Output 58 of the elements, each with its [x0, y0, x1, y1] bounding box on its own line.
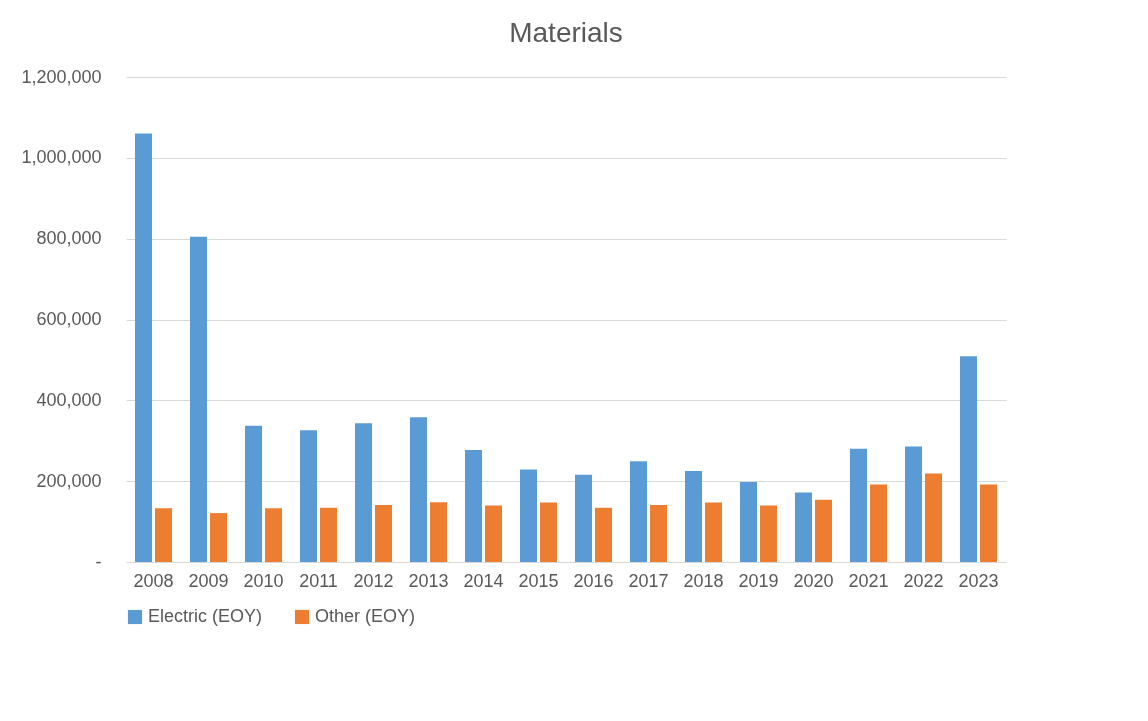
bar	[760, 505, 777, 562]
x-tick-label: 2013	[408, 570, 449, 591]
x-tick-label: 2021	[848, 570, 889, 591]
bar	[320, 507, 337, 562]
y-tick-label: 1,200,000	[21, 66, 102, 87]
bar	[355, 423, 372, 562]
bar	[630, 461, 647, 562]
legend-label: Electric (EOY)	[148, 606, 263, 626]
bar	[980, 484, 997, 562]
bar	[850, 448, 867, 562]
x-tick-label: 2011	[299, 570, 338, 591]
x-tick-label: 2016	[573, 570, 614, 591]
bar	[190, 236, 207, 562]
y-tick-label: 1,000,000	[21, 147, 102, 168]
x-tick-label: 2010	[243, 570, 284, 591]
x-tick-label: 2019	[738, 570, 779, 591]
bar	[155, 508, 172, 562]
chart-title: Materials	[509, 17, 623, 48]
bar	[245, 425, 262, 562]
x-tick-label: 2020	[793, 570, 834, 591]
bar	[925, 473, 942, 562]
x-tick-label: 2014	[463, 570, 504, 591]
y-tick-label: -	[95, 551, 102, 572]
x-tick-label: 2008	[133, 570, 174, 591]
bar	[575, 474, 592, 562]
bar	[650, 505, 667, 562]
bar	[430, 502, 447, 562]
x-tick-label: 2022	[903, 570, 944, 591]
bar	[795, 492, 812, 562]
bar	[960, 356, 977, 562]
bar	[540, 502, 557, 562]
bar	[265, 508, 282, 562]
bar	[210, 513, 227, 562]
bar	[520, 469, 537, 562]
bar	[595, 507, 612, 562]
bar	[410, 417, 427, 562]
x-tick-label: 2009	[188, 570, 229, 591]
bar	[870, 484, 887, 562]
bar	[685, 471, 702, 562]
y-tick-label: 800,000	[36, 228, 102, 249]
bar	[815, 499, 832, 562]
x-tick-label: 2017	[628, 570, 669, 591]
legend-label: Other (EOY)	[315, 606, 416, 626]
bar	[375, 505, 392, 562]
bar	[485, 505, 502, 562]
bar	[300, 430, 317, 562]
x-tick-label: 2012	[353, 570, 394, 591]
y-tick-label: 200,000	[36, 470, 102, 491]
x-tick-label: 2018	[683, 570, 724, 591]
bar	[705, 502, 722, 562]
bar	[465, 450, 482, 562]
bar	[135, 133, 152, 562]
bar	[740, 481, 757, 562]
x-tick-label: 2023	[958, 570, 999, 591]
y-tick-label: 400,000	[36, 389, 102, 410]
y-tick-label: 600,000	[36, 309, 102, 329]
x-tick-label: 2015	[518, 570, 559, 591]
bar	[905, 446, 922, 562]
